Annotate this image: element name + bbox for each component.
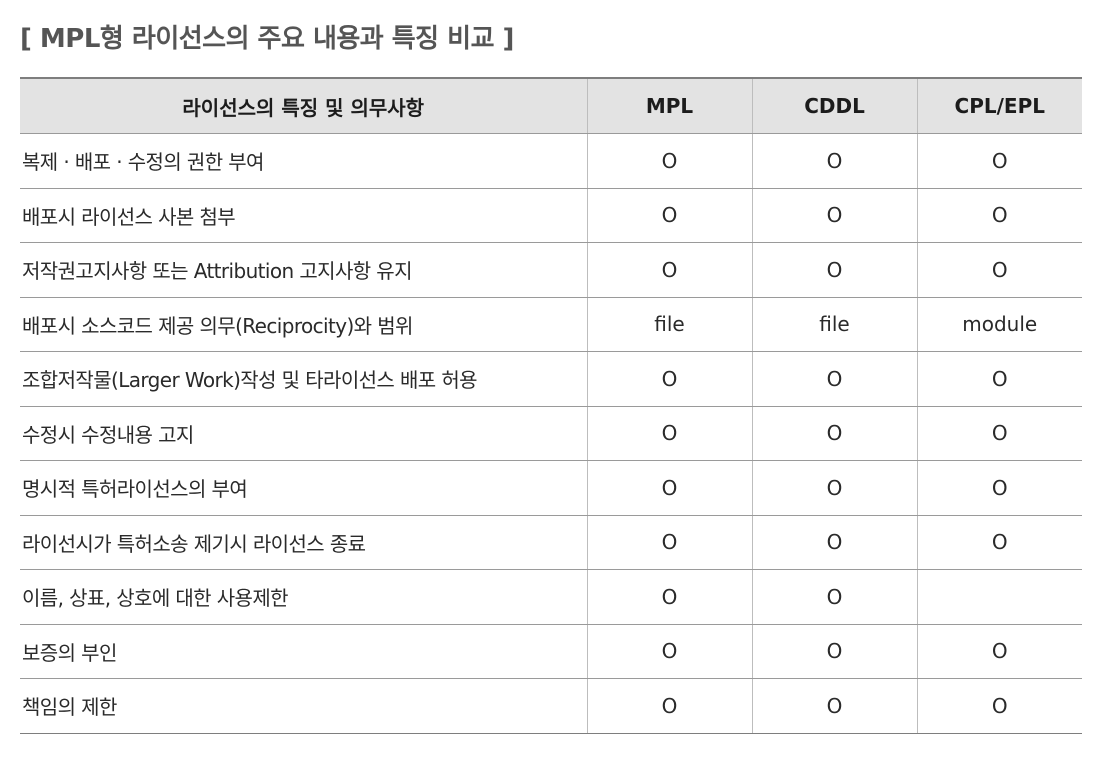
header-cpl-epl: CPL/EPL [916,77,1082,134]
cpl-epl-cell: O [916,515,1082,570]
table-row: 조합저작물(Larger Work)작성 및 타라이선스 배포 허용 O O O [20,351,1082,407]
mpl-cell: O [586,188,752,243]
table-row: 책임의 제한 O O O [20,678,1082,734]
feature-cell: 조합저작물(Larger Work)작성 및 타라이선스 배포 허용 [20,351,587,407]
table-row: 배포시 소스코드 제공 의무(Reciprocity)와 범위 file fil… [20,297,1082,352]
table-row: 명시적 특허라이선스의 부여 O O O [20,460,1082,516]
mpl-cell: file [586,297,752,352]
mpl-cell: O [586,460,752,516]
page-title: [ MPL형 라이선스의 주요 내용과 특징 비교 ] [20,24,514,54]
license-comparison-table: 라이선스의 특징 및 의무사항 MPL CDDL CPL/EPL 복제 · 배포… [20,77,1082,734]
cpl-epl-cell: O [916,460,1082,516]
mpl-cell: O [586,624,752,679]
feature-cell: 라이선시가 특허소송 제기시 라이선스 종료 [20,515,587,570]
mpl-cell: O [586,406,752,461]
table-row: 이름, 상표, 상호에 대한 사용제한 O O [20,569,1082,625]
cpl-epl-cell: O [916,406,1082,461]
cddl-cell: O [751,242,917,298]
cpl-epl-cell: O [916,188,1082,243]
table-row: 보증의 부인 O O O [20,624,1082,679]
table-header-row: 라이선스의 특징 및 의무사항 MPL CDDL CPL/EPL [20,77,1082,134]
cpl-epl-cell: O [916,242,1082,298]
cddl-cell: O [751,351,917,407]
cddl-cell: O [751,678,917,734]
feature-cell: 저작권고지사항 또는 Attribution 고지사항 유지 [20,242,587,298]
header-mpl: MPL [586,77,752,134]
cpl-epl-cell: module [916,297,1082,352]
feature-cell: 책임의 제한 [20,678,587,734]
table-row: 저작권고지사항 또는 Attribution 고지사항 유지 O O O [20,242,1082,298]
feature-cell: 수정시 수정내용 고지 [20,406,587,461]
table-row: 수정시 수정내용 고지 O O O [20,406,1082,461]
cpl-epl-cell: O [916,624,1082,679]
feature-cell: 명시적 특허라이선스의 부여 [20,460,587,516]
mpl-cell: O [586,515,752,570]
cddl-cell: file [751,297,917,352]
table-row: 라이선시가 특허소송 제기시 라이선스 종료 O O O [20,515,1082,570]
cddl-cell: O [751,406,917,461]
feature-cell: 배포시 소스코드 제공 의무(Reciprocity)와 범위 [20,297,587,352]
cddl-cell: O [751,133,917,189]
cpl-epl-cell: O [916,133,1082,189]
table-row: 배포시 라이선스 사본 첨부 O O O [20,188,1082,243]
cpl-epl-cell: O [916,678,1082,734]
feature-cell: 복제 · 배포 · 수정의 권한 부여 [20,133,587,189]
header-cddl: CDDL [751,77,917,134]
feature-cell: 이름, 상표, 상호에 대한 사용제한 [20,569,587,625]
cddl-cell: O [751,460,917,516]
mpl-cell: O [586,678,752,734]
mpl-cell: O [586,133,752,189]
cddl-cell: O [751,569,917,625]
cddl-cell: O [751,188,917,243]
cddl-cell: O [751,624,917,679]
mpl-cell: O [586,242,752,298]
mpl-cell: O [586,569,752,625]
cddl-cell: O [751,515,917,570]
mpl-cell: O [586,351,752,407]
feature-cell: 보증의 부인 [20,624,587,679]
feature-cell: 배포시 라이선스 사본 첨부 [20,188,587,243]
cpl-epl-cell: O [916,351,1082,407]
table-row: 복제 · 배포 · 수정의 권한 부여 O O O [20,133,1082,189]
cpl-epl-cell [916,569,1082,625]
header-feature: 라이선스의 특징 및 의무사항 [20,77,587,134]
